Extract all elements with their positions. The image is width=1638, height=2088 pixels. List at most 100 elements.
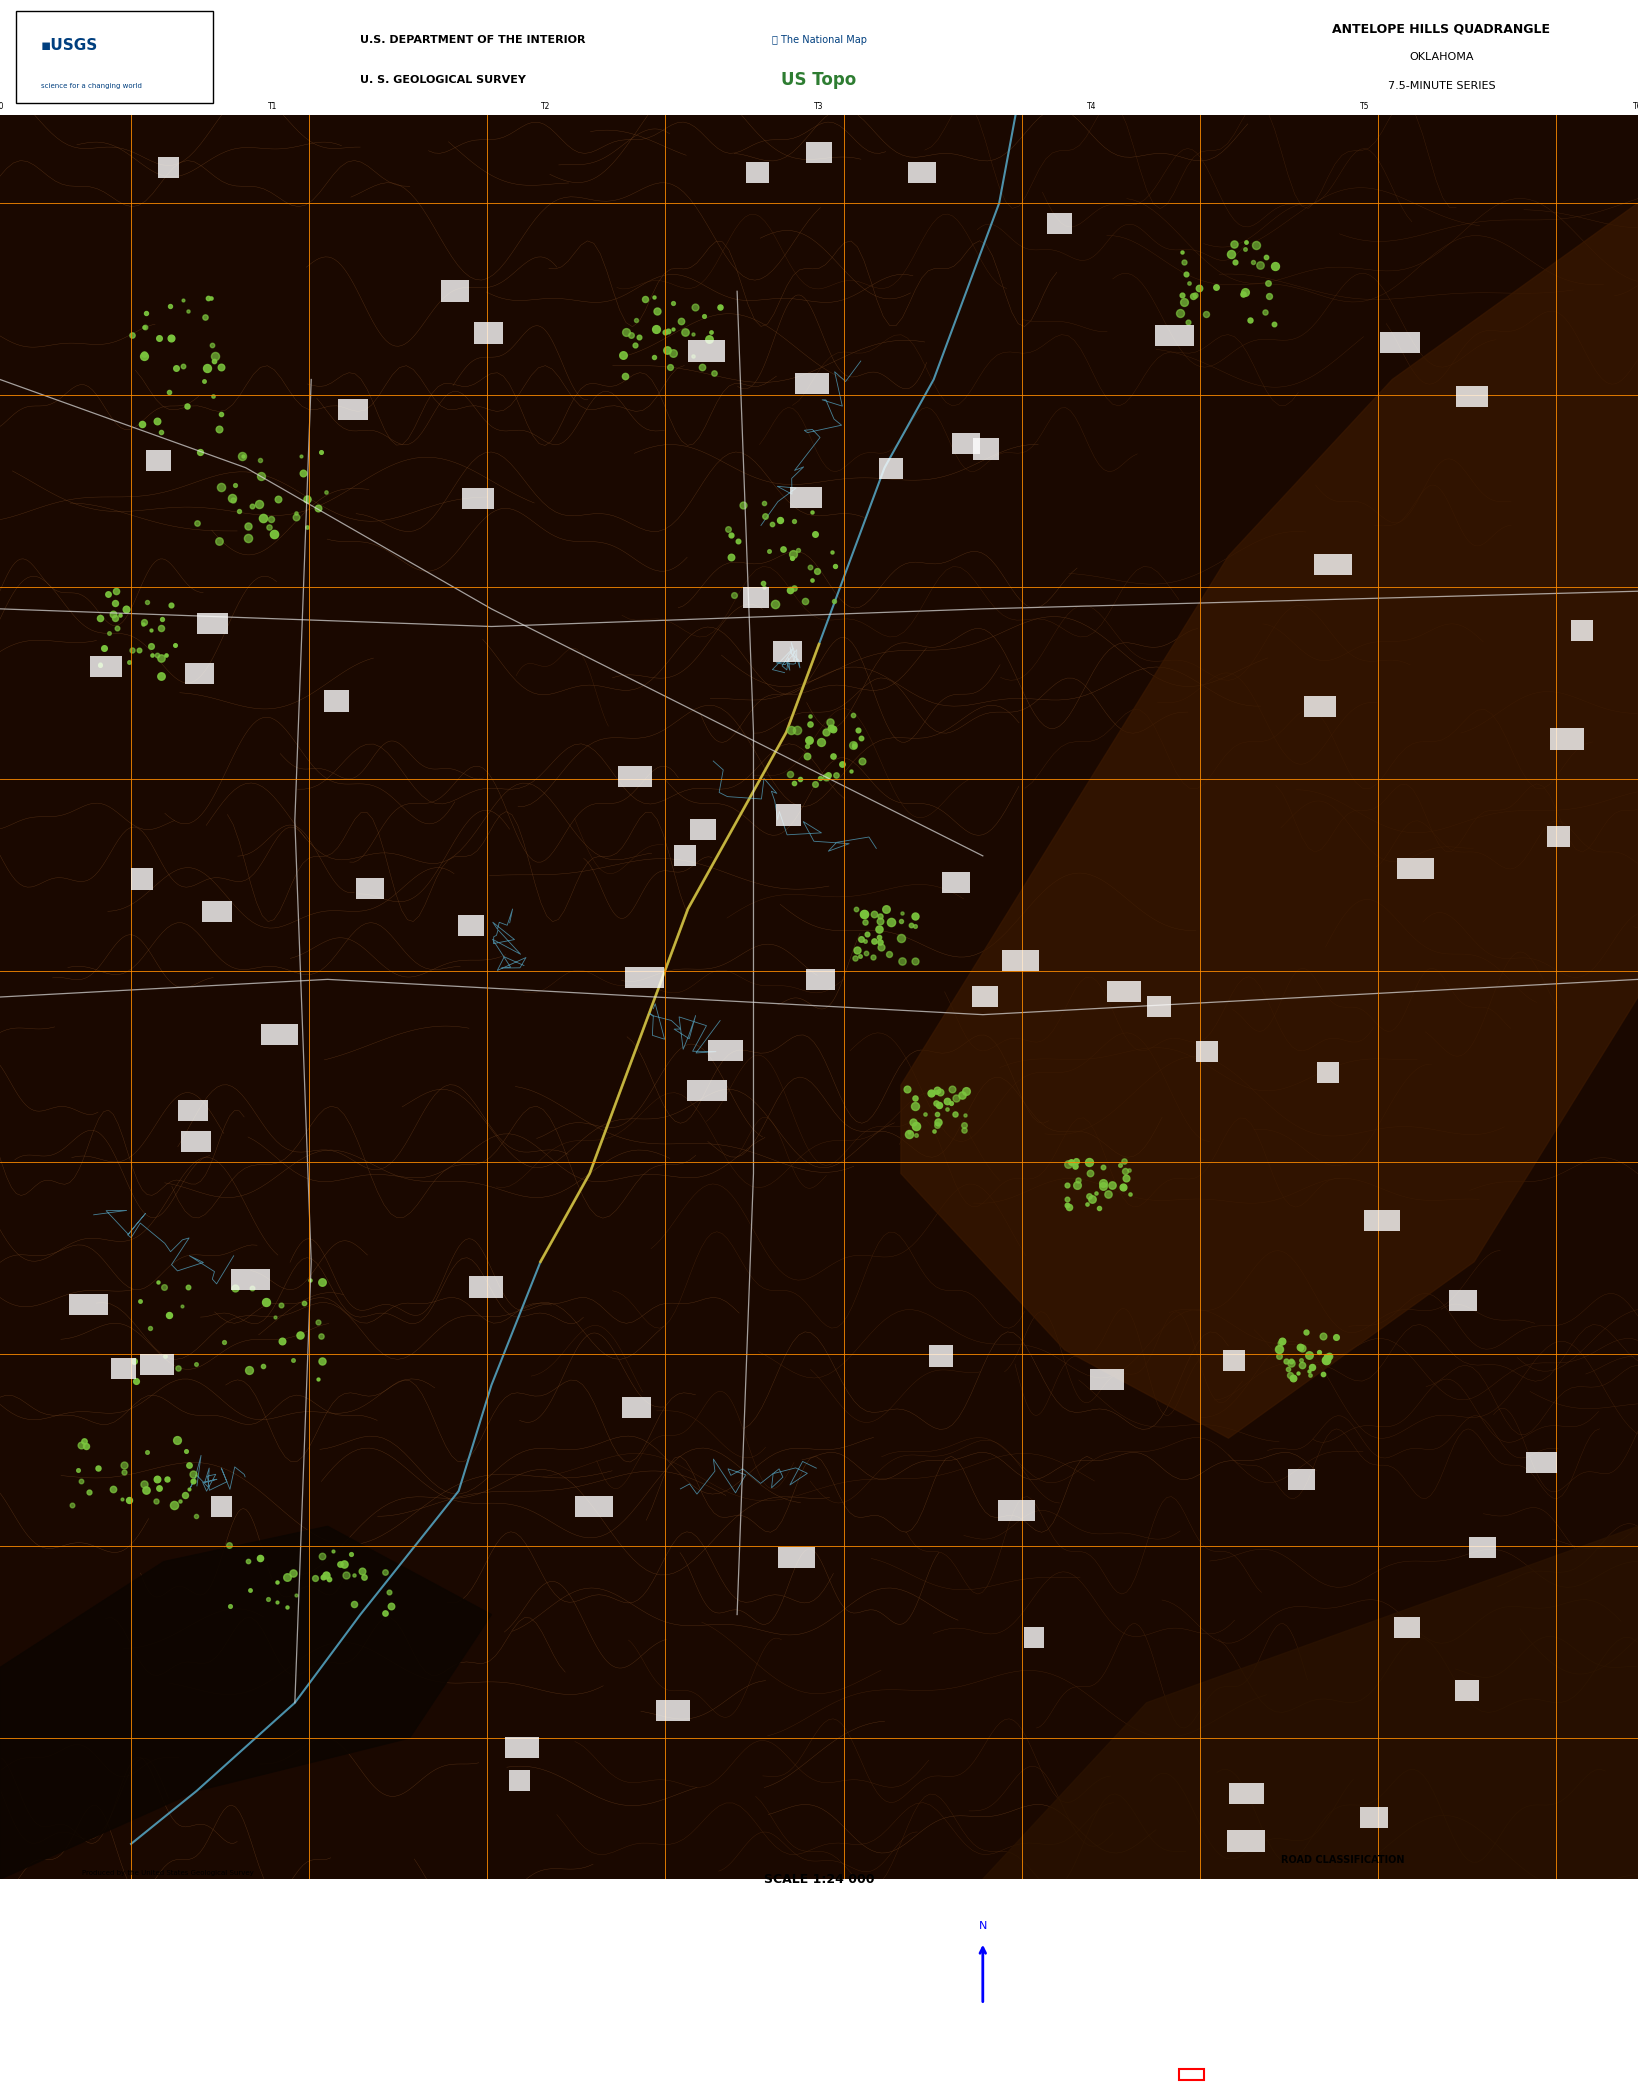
- Bar: [790, 487, 822, 509]
- Bar: [197, 614, 228, 635]
- Bar: [1107, 981, 1142, 1002]
- Bar: [952, 432, 980, 453]
- Bar: [1360, 1806, 1389, 1829]
- Bar: [1456, 1681, 1479, 1702]
- Bar: [1179, 2069, 1204, 2080]
- Bar: [231, 1270, 270, 1290]
- Bar: [260, 1025, 298, 1046]
- Text: 🗺 The National Map: 🗺 The National Map: [771, 35, 867, 46]
- Bar: [462, 489, 493, 509]
- Bar: [626, 967, 663, 988]
- Text: N: N: [978, 1921, 988, 1931]
- Bar: [69, 1295, 108, 1315]
- Bar: [998, 1499, 1035, 1520]
- Bar: [690, 818, 716, 839]
- Bar: [1155, 326, 1194, 347]
- Bar: [16, 13, 213, 104]
- Bar: [185, 664, 215, 685]
- Bar: [355, 879, 383, 900]
- Bar: [688, 340, 726, 361]
- Bar: [505, 1737, 539, 1758]
- Bar: [90, 656, 123, 677]
- Bar: [618, 766, 652, 787]
- Polygon shape: [901, 203, 1638, 1439]
- Bar: [688, 1079, 727, 1100]
- Bar: [745, 163, 770, 184]
- Text: OKLAHOMA: OKLAHOMA: [1409, 52, 1474, 63]
- Text: 7.5-MINUTE SERIES: 7.5-MINUTE SERIES: [1387, 81, 1495, 92]
- Bar: [1196, 1040, 1219, 1063]
- Text: U. S. GEOLOGICAL SURVEY: U. S. GEOLOGICAL SURVEY: [360, 75, 526, 86]
- Bar: [1228, 1783, 1265, 1804]
- Bar: [971, 986, 998, 1006]
- Polygon shape: [0, 1526, 491, 1879]
- Bar: [211, 1495, 233, 1516]
- Bar: [806, 142, 832, 163]
- Bar: [929, 1345, 953, 1366]
- Bar: [179, 1100, 208, 1121]
- Text: US Topo: US Topo: [781, 71, 857, 90]
- Bar: [1450, 1290, 1477, 1311]
- Bar: [1379, 332, 1420, 353]
- Bar: [1456, 386, 1489, 407]
- Bar: [742, 587, 768, 608]
- Bar: [1224, 1351, 1245, 1372]
- Bar: [1571, 620, 1594, 641]
- Polygon shape: [983, 1526, 1638, 1879]
- Text: Produced by the United States Geological Survey: Produced by the United States Geological…: [82, 1871, 254, 1875]
- Bar: [1314, 553, 1351, 574]
- Bar: [475, 322, 503, 345]
- Text: T0: T0: [0, 102, 5, 111]
- Bar: [673, 846, 696, 867]
- Bar: [146, 451, 170, 472]
- Bar: [1024, 1627, 1045, 1647]
- Bar: [973, 438, 999, 459]
- Text: science for a changing world: science for a changing world: [41, 84, 143, 90]
- Bar: [324, 691, 349, 712]
- Bar: [157, 157, 179, 177]
- Bar: [776, 804, 801, 825]
- Text: ▪USGS: ▪USGS: [41, 38, 98, 54]
- Bar: [111, 1359, 136, 1380]
- Bar: [1364, 1209, 1400, 1232]
- Bar: [1527, 1451, 1558, 1474]
- Bar: [459, 915, 485, 935]
- Text: T4: T4: [1088, 102, 1097, 111]
- Bar: [773, 641, 803, 662]
- Bar: [441, 280, 468, 301]
- Text: ROAD CLASSIFICATION: ROAD CLASSIFICATION: [1281, 1856, 1405, 1865]
- Bar: [575, 1497, 614, 1518]
- Bar: [203, 902, 233, 923]
- Bar: [182, 1132, 211, 1153]
- Bar: [1002, 950, 1038, 971]
- Text: ANTELOPE HILLS QUADRANGLE: ANTELOPE HILLS QUADRANGLE: [1332, 23, 1551, 35]
- Bar: [655, 1700, 690, 1721]
- Bar: [1304, 695, 1337, 716]
- Text: T1: T1: [269, 102, 278, 111]
- Bar: [1469, 1537, 1495, 1558]
- Text: T3: T3: [814, 102, 824, 111]
- Bar: [806, 969, 835, 990]
- Bar: [1397, 858, 1435, 879]
- Bar: [468, 1276, 503, 1297]
- Text: T5: T5: [1360, 102, 1369, 111]
- Text: SCALE 1:24 000: SCALE 1:24 000: [763, 1873, 875, 1885]
- Bar: [621, 1397, 650, 1418]
- Bar: [1047, 213, 1073, 234]
- Bar: [1548, 827, 1569, 848]
- Text: T2: T2: [541, 102, 550, 111]
- Bar: [1317, 1063, 1340, 1084]
- Bar: [131, 869, 152, 889]
- Bar: [1550, 729, 1584, 750]
- Bar: [880, 457, 903, 478]
- Text: U.S. DEPARTMENT OF THE INTERIOR: U.S. DEPARTMENT OF THE INTERIOR: [360, 35, 586, 46]
- Bar: [794, 374, 829, 395]
- Bar: [1287, 1470, 1315, 1491]
- Bar: [1394, 1616, 1420, 1637]
- Bar: [708, 1040, 742, 1061]
- Bar: [1089, 1370, 1124, 1391]
- Bar: [942, 873, 970, 894]
- Bar: [778, 1547, 816, 1568]
- Bar: [509, 1769, 531, 1792]
- Bar: [141, 1355, 174, 1376]
